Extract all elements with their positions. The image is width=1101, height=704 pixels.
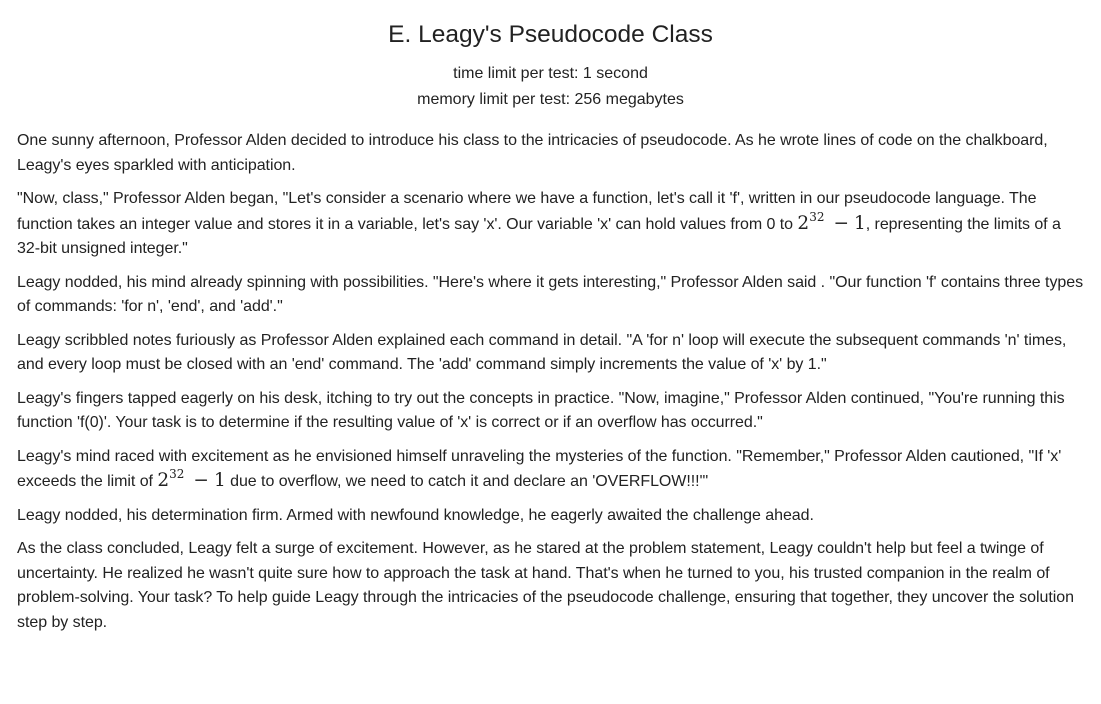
paragraph-6-text-after: due to overflow, we need to catch it and… bbox=[225, 473, 709, 490]
statement-body: One sunny afternoon, Professor Alden dec… bbox=[17, 129, 1084, 635]
paragraph-5: Leagy's fingers tapped eagerly on his de… bbox=[17, 389, 1065, 432]
math-base: 2 bbox=[797, 212, 810, 234]
problem-header: E. Leagy's Pseudocode Class time limit p… bbox=[17, 0, 1084, 113]
paragraph-1: One sunny afternoon, Professor Alden dec… bbox=[17, 132, 1048, 174]
paragraph-2: "Now, class," Professor Alden began, "Le… bbox=[17, 187, 1084, 262]
math-exponent: 32 bbox=[809, 209, 825, 224]
math-operator: − bbox=[193, 470, 209, 491]
paragraph-6-text-before: Leagy's mind raced with excitement as he… bbox=[17, 447, 1062, 491]
math-exponent: 32 bbox=[169, 467, 185, 481]
paragraph-2-text-after: , representing the limits of a 32-bit un… bbox=[17, 215, 1061, 258]
problem-title: E. Leagy's Pseudocode Class bbox=[388, 21, 713, 48]
paragraph-7: Leagy nodded, his determination firm. Ar… bbox=[17, 506, 814, 524]
paragraph-2-text-before: "Now, class," Professor Alden began, "Le… bbox=[17, 190, 1037, 233]
math-operator: − bbox=[833, 212, 849, 234]
problem-statement: E. Leagy's Pseudocode Class time limit p… bbox=[17, 0, 1084, 635]
math-subtrahend: 1 bbox=[213, 470, 226, 491]
paragraph-3: Leagy nodded, his mind already spinning … bbox=[17, 273, 1084, 316]
time-limit: time limit per test: 1 second bbox=[453, 65, 648, 82]
paragraph-4: Leagy scribbled notes furiously as Profe… bbox=[17, 331, 1067, 374]
math-base: 2 bbox=[157, 470, 170, 491]
memory-limit: memory limit per test: 256 megabytes bbox=[417, 91, 684, 108]
math-expression-uint32-max: 232−1 bbox=[797, 209, 866, 234]
paragraph-6: Leagy's mind raced with excitement as he… bbox=[17, 445, 1084, 495]
math-expression-overflow-limit: 232−1 bbox=[157, 467, 226, 491]
math-subtrahend: 1 bbox=[853, 212, 866, 234]
paragraph-8: As the class concluded, Leagy felt a sur… bbox=[17, 540, 1074, 631]
